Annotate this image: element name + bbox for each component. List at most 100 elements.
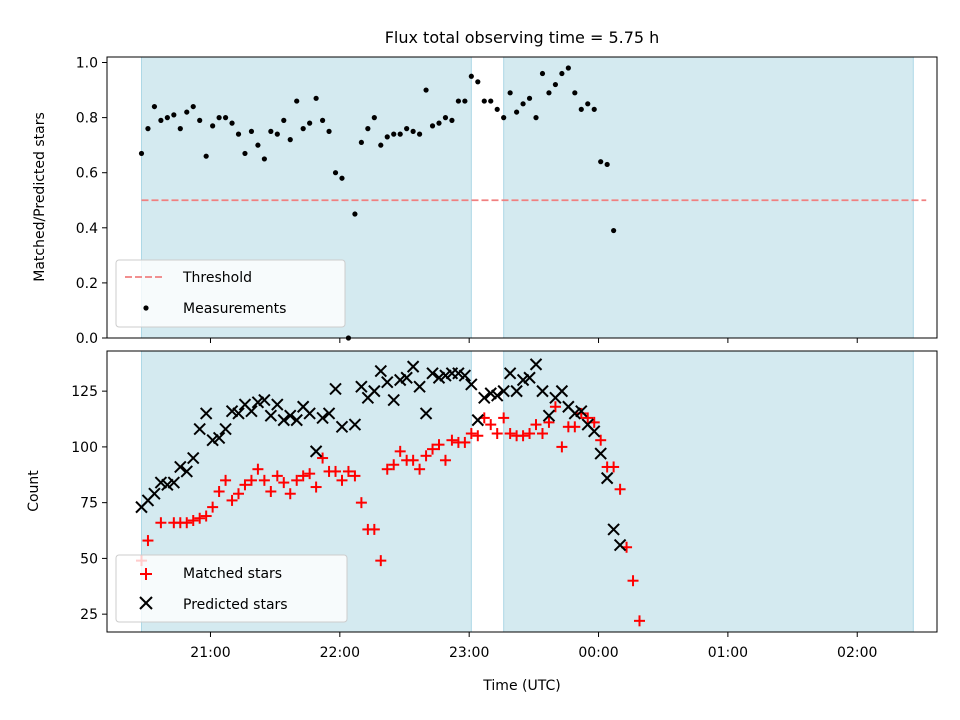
legend-matched-label: Matched stars [183, 566, 282, 582]
matched-star-point [142, 535, 154, 547]
matched-star-point [355, 497, 367, 509]
measurement-point [611, 227, 617, 234]
top-legend: Threshold Measurements [115, 259, 346, 328]
predicted-star-point [387, 393, 400, 407]
matched-star-point [569, 421, 581, 433]
measurement-point [197, 117, 203, 123]
matched-star-point [633, 615, 645, 627]
measurement-point [164, 115, 170, 121]
predicted-star-point [529, 358, 543, 371]
measurement-point [475, 79, 481, 85]
predicted-star-point [245, 405, 258, 418]
measurement-point [455, 98, 462, 104]
predicted-star-point [381, 376, 394, 389]
y-tick-label: 25 [80, 607, 98, 623]
matched-star-point [252, 463, 264, 475]
y-tick-label: 100 [71, 440, 98, 456]
top-plot-frame [106, 56, 938, 339]
matched-star-point [239, 479, 251, 491]
predicted-star-point [575, 405, 588, 418]
measurement-point [391, 131, 397, 137]
x-tick-label: 21:00 [190, 645, 230, 661]
matched-star-point [155, 517, 167, 529]
top-y-axis: 0.0 0.2 0.4 0.6 0.8 1.0 [76, 56, 107, 347]
y-tick-label: 0.6 [76, 166, 98, 182]
measurement-point [520, 101, 526, 107]
predicted-star-point [471, 413, 485, 427]
measurement-point [229, 120, 235, 126]
measurement-point [604, 161, 610, 168]
predicted-star-point [458, 369, 472, 382]
matched-star-point [427, 443, 439, 455]
x-tick-label: 22:00 [320, 645, 360, 661]
matched-star-point [543, 416, 555, 428]
bottom-legend-box [115, 554, 348, 623]
measurement-point [319, 117, 326, 123]
predicted-star-point [335, 420, 349, 434]
measurement-point [307, 120, 313, 126]
x-tick-label: 02:00 [837, 645, 877, 661]
measurement-point [287, 137, 293, 143]
predicted-star-point [232, 407, 245, 420]
matched-star-point [459, 436, 471, 448]
matched-star-point [245, 474, 257, 486]
matched-star-point [575, 407, 587, 419]
x-axis-label: Time (UTC) [482, 678, 560, 694]
predicted-star-point [368, 384, 381, 398]
measurement-point [598, 159, 604, 165]
predicted-star-point [271, 398, 284, 411]
y-tick-label: 0.8 [76, 111, 98, 127]
measurement-point [235, 131, 242, 137]
matched-star-point [439, 454, 451, 466]
x-tick-label: 23:00 [449, 645, 489, 661]
bottom-plot-frame [106, 350, 938, 633]
measurement-point [138, 150, 145, 157]
bottom-x-axis: 21:00 22:00 23:00 00:00 01:00 02:00 [190, 632, 877, 661]
measurement-point [222, 115, 229, 121]
predicted-star-point [148, 487, 161, 500]
matched-star-point [207, 501, 219, 513]
measurement-point [501, 115, 507, 121]
predicted-star-point [536, 384, 549, 398]
measurement-point [533, 115, 539, 121]
matched-star-point [291, 474, 303, 486]
measurement-point [300, 126, 306, 132]
predicted-star-point [600, 471, 614, 485]
matched-star-point [536, 428, 548, 440]
legend-matched-swatch [140, 568, 152, 580]
matched-star-point [375, 555, 387, 567]
predicted-star-point [348, 418, 362, 431]
predicted-star-point [555, 384, 569, 398]
matched-star-point [194, 512, 206, 524]
matched-star-point [278, 477, 290, 489]
predicted-star-point [419, 407, 433, 420]
predicted-star-point [277, 413, 290, 427]
predicted-star-point [316, 411, 329, 425]
measurement-point [190, 103, 196, 110]
chart-title: Flux total observing time = 5.75 h [385, 28, 660, 47]
measurement-point [268, 128, 274, 134]
measurement-point [468, 73, 474, 79]
measurement-point [274, 131, 280, 137]
measurement-point [145, 126, 151, 132]
predicted-stars-series [135, 358, 627, 552]
measurement-point [546, 90, 552, 96]
x-tick-label: 01:00 [708, 645, 748, 661]
measurement-point [572, 90, 578, 96]
measurement-point [384, 134, 390, 140]
measurement-point [494, 106, 500, 112]
matched-star-point [368, 523, 380, 535]
y-tick-label: 125 [71, 384, 98, 400]
matched-star-point [258, 474, 270, 486]
matched-star-point [187, 514, 199, 526]
matched-star-point [549, 401, 561, 413]
matched-star-point [220, 474, 232, 486]
matched-star-point [181, 517, 193, 529]
matched-star-point [265, 486, 277, 497]
matched-star-point [446, 434, 458, 446]
legend-predicted-swatch [139, 596, 153, 610]
measurement-point [423, 87, 429, 93]
measurement-point [397, 131, 403, 137]
predicted-star-point [374, 364, 387, 378]
